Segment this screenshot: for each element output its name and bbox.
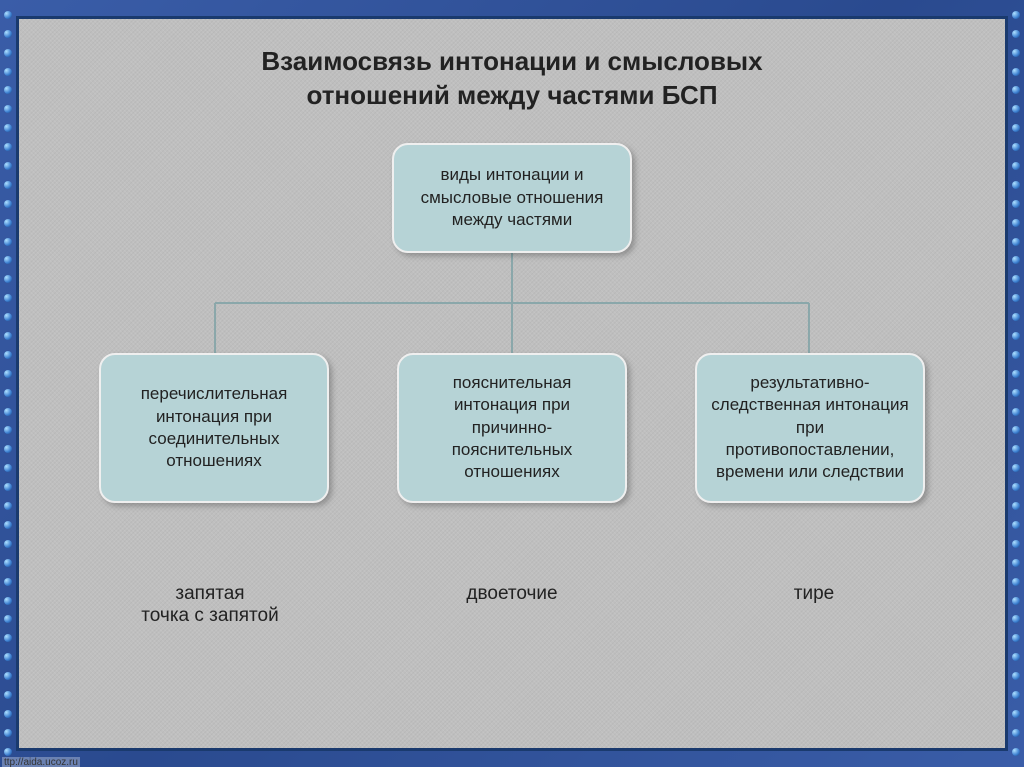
frame-beads-right xyxy=(1010,0,1022,767)
outer-frame: Взаимосвязь интонации и смысловых отноше… xyxy=(0,0,1024,767)
frame-beads-left xyxy=(2,0,14,767)
slide-canvas: Взаимосвязь интонации и смысловых отноше… xyxy=(16,16,1008,751)
child-node-2-text: пояснительная интонация при причинно-поя… xyxy=(413,372,611,482)
root-node: виды интонации и смысловые отношения меж… xyxy=(392,143,632,253)
punct-3: тире xyxy=(663,583,965,627)
footer-url: ttp://aida.ucoz.ru xyxy=(2,757,80,767)
punctuation-row: запятая точка с запятой двоеточие тире xyxy=(59,583,965,627)
title-line-1: Взаимосвязь интонации и смысловых xyxy=(261,46,762,76)
tree-diagram: виды интонации и смысловые отношения меж… xyxy=(59,143,965,573)
punct-1: запятая точка с запятой xyxy=(59,583,361,627)
punct-2: двоеточие xyxy=(361,583,663,627)
child-node-2: пояснительная интонация при причинно-поя… xyxy=(397,353,627,503)
child-node-1-text: перечислительная интонация при соедините… xyxy=(115,383,313,471)
root-node-text: виды интонации и смысловые отношения меж… xyxy=(408,164,616,230)
child-node-1: перечислительная интонация при соедините… xyxy=(99,353,329,503)
title-line-2: отношений между частями БСП xyxy=(306,80,717,110)
slide-title: Взаимосвязь интонации и смысловых отноше… xyxy=(59,45,965,113)
child-node-3: результативно-следственная интонация при… xyxy=(695,353,925,503)
child-node-3-text: результативно-следственная интонация при… xyxy=(711,372,909,482)
